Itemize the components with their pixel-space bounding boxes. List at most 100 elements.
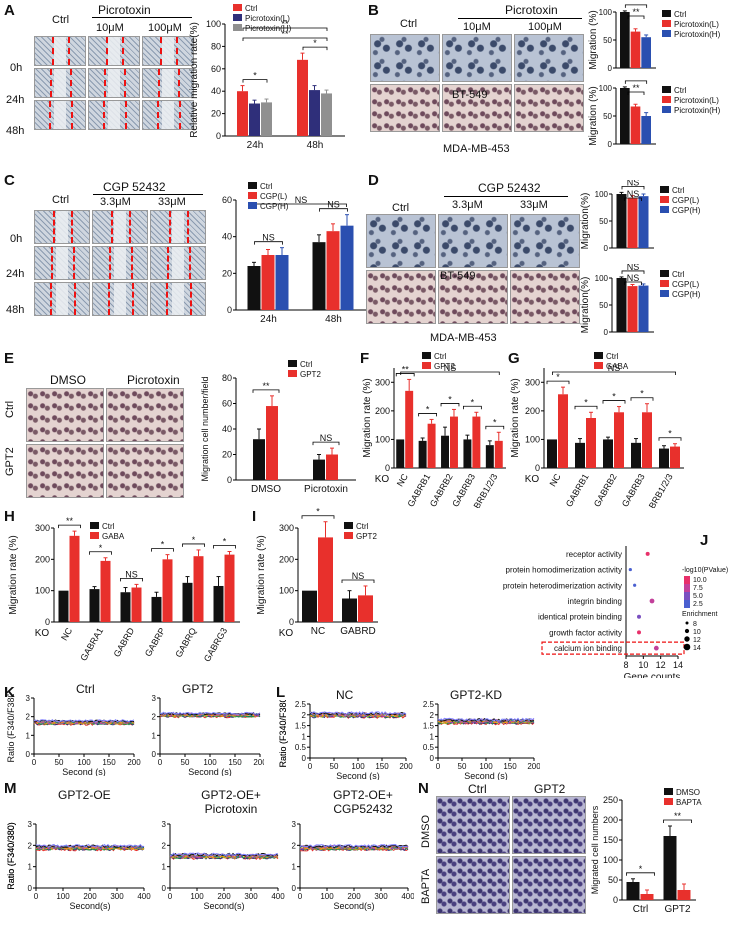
term-label: growth factor activity [549,628,622,637]
x-tick-label: 48h [325,314,342,325]
size-legend-dot [684,628,690,634]
x-tick-label: 100 [56,892,70,901]
legend-label: Ctrl [674,10,687,19]
grid-e-tile-0-0 [26,388,104,442]
bar-ctrl [603,439,613,468]
x-prefix-label: KO [279,628,294,639]
wound-edge-line [50,283,53,315]
c-row-48h: 48h [6,304,25,316]
sig-label: NS [444,363,457,373]
sig-bracket-wide [624,197,642,201]
legend-label: GPT2 [434,362,455,371]
bar-ctrl [297,59,308,137]
d-col-ctrl: Ctrl [392,202,410,214]
x-tick-label: 48h [307,140,324,151]
color-legend-swatch [684,576,690,584]
legend-swatch [662,10,671,17]
sig-label: * [612,392,616,402]
bar-ctrl [312,242,326,310]
y-tick-label: 0 [608,140,613,149]
x-tick-label: 100 [351,762,365,771]
legend-label: Ctrl [245,4,258,13]
y-tick-label: 1 [28,863,33,872]
sig-label: ** [281,19,289,29]
d-treatment: CGP 52432 [478,181,541,195]
d-cell-line-1: BT-549 [440,270,476,282]
grid-n-tile-1-1 [512,856,586,914]
chart-h: 0 100 200 300 Migration rate (%) NC GABRA1 GABR… [8,516,240,663]
sig-bracket-wide [242,37,328,41]
y-axis-label: Relative migration rate(%) [189,22,200,138]
size-legend-tick: 14 [693,645,701,652]
bar-gaba [131,587,142,622]
x-axis-label: Second(s) [333,901,374,911]
wound-edge-line [130,247,133,279]
sig-label: * [639,864,643,874]
grid-n-tile-0-1 [512,796,586,854]
x-tick-label: 100 [203,758,217,767]
sig-label: NS [262,233,275,243]
x-axis-label: Second (s) [62,767,106,776]
wound-edge-line [111,211,114,243]
x-tick-label: 0 [168,892,173,901]
legend-label: Picrotoxin(H) [674,30,721,39]
wound-edge-line [176,37,178,65]
y-tick-label: 250 [603,795,618,805]
legend-swatch [660,186,669,193]
sig-bracket [440,403,460,407]
y-tick-label: 3 [162,820,167,829]
x-tick-label: GABRQ [173,626,198,659]
x-tick-label: Picrotoxin [304,484,348,495]
wound-edge-line [179,101,181,129]
x-axis-label: Second (s) [188,767,232,776]
y-axis-label: Ratio (F340/380) [6,822,16,890]
x-axis-label: Second (s) [336,771,380,780]
legend-label: BAPTA [676,798,702,807]
wound-edge-line [104,69,106,97]
x-tick-label: GABRB1 [564,472,591,508]
bar-gpt2 [472,416,481,468]
n-row-dmso: DMSO [420,815,432,848]
y-tick-label: 0.5 [423,743,435,752]
sig-label: * [668,429,672,439]
grid-d-tile-1-2 [510,270,580,324]
bar-gaba [193,556,204,622]
bar-gaba [224,554,235,622]
x-tick-label: 200 [347,892,361,901]
legend-label: Ctrl [606,352,619,361]
legend-label: CGP(H) [672,290,701,299]
y-tick-label: 0 [302,754,307,763]
x-tick-label: GABRA1 [78,626,105,663]
legend-swatch [248,202,257,209]
sig-bracket [151,548,174,552]
sig-label: ** [632,4,640,6]
x-tick-label: 0 [158,758,163,767]
x-tick-label: GPT2 [664,904,691,915]
enrichment-dot [637,630,641,635]
legend-swatch [594,352,603,359]
y-tick-label: 100 [595,190,609,199]
x-tick-label: 0 [298,892,303,901]
y-axis-label: Migration rate (%) [8,535,19,614]
sig-bracket [254,241,283,245]
bar-picrotoxin-l- [630,31,641,69]
grid-e-tile-0-1 [106,388,184,442]
sig-label: ** [632,7,640,17]
bar-picrotoxin-l- [309,90,320,136]
wound-edge-line [109,247,112,279]
a-col-100: 100μM [148,22,182,34]
bar-ctrl [253,439,265,480]
sig-label: NS [627,180,640,187]
sig-bracket [546,380,570,385]
x-prefix-label: KO [35,628,50,639]
x-tick-label: 50 [458,762,467,771]
y-tick-label: 0 [604,328,609,337]
grid-a-tile-0-0 [34,36,86,66]
enrichment-dot [645,551,650,556]
sig-bracket [663,819,692,823]
sig-bracket [574,405,598,410]
grid-b-tile-1-0 [370,84,440,132]
